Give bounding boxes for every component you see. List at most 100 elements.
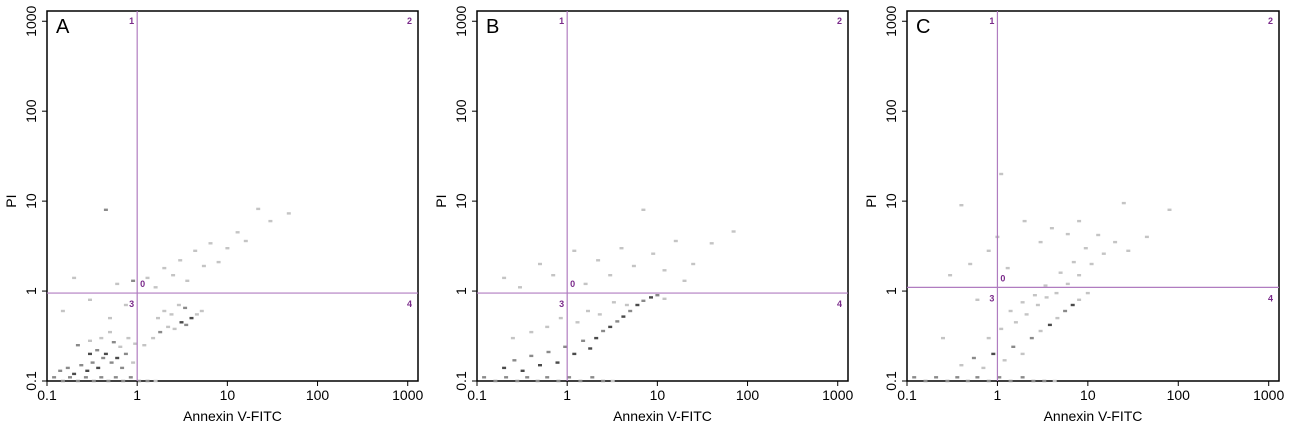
data-point <box>1113 240 1118 244</box>
data-point <box>624 303 629 307</box>
data-point <box>515 379 520 383</box>
data-point <box>88 339 92 342</box>
x-axis-label: Annexin V-FITC <box>613 408 712 424</box>
data-points <box>482 208 736 383</box>
data-point <box>99 336 104 340</box>
data-point <box>572 249 577 252</box>
data-point <box>101 356 106 360</box>
x-tick-label: 10 <box>1080 387 1096 403</box>
data-point <box>588 347 593 350</box>
y-tick-label: 0.1 <box>23 371 39 391</box>
data-point <box>58 369 63 372</box>
quadrant-label-3: 3 <box>559 299 564 309</box>
data-point <box>628 309 633 313</box>
data-point <box>556 379 561 383</box>
data-point <box>482 376 487 379</box>
y-axis-label: PI <box>433 195 449 208</box>
data-point <box>1058 271 1063 274</box>
data-point <box>99 376 104 379</box>
data-point <box>1054 291 1059 295</box>
data-point <box>535 379 540 383</box>
data-point <box>1089 262 1094 266</box>
data-point <box>512 359 517 362</box>
data-point <box>268 219 273 223</box>
data-point <box>131 279 136 282</box>
plot-frame <box>476 10 849 382</box>
data-point <box>997 376 1002 379</box>
data-point <box>75 344 80 347</box>
data-points <box>52 207 291 383</box>
data-point <box>158 330 163 334</box>
data-point <box>1144 235 1149 239</box>
data-point <box>971 356 976 360</box>
x-tick-label: 100 <box>1167 387 1191 403</box>
data-point <box>111 341 116 344</box>
data-point <box>615 320 620 323</box>
data-point <box>1083 247 1088 250</box>
x-tick-label: 10 <box>650 387 666 403</box>
data-point <box>1121 201 1126 205</box>
x-tick-label: 1 <box>133 387 141 403</box>
data-point <box>608 274 613 277</box>
y-tick-label: 0.1 <box>883 371 899 391</box>
x-tick-label: 1 <box>994 387 1002 403</box>
data-point <box>662 269 667 272</box>
data-point <box>551 274 556 277</box>
quadrant-label-2: 2 <box>407 16 412 26</box>
y-tick-label: 1000 <box>453 5 469 36</box>
data-point <box>601 379 606 383</box>
data-point <box>518 286 522 289</box>
y-tick-label: 1000 <box>23 5 39 36</box>
data-point <box>72 372 77 376</box>
data-point <box>103 208 108 211</box>
data-point <box>88 352 92 356</box>
data-point <box>179 321 184 324</box>
quadrant-label-1: 1 <box>989 16 994 26</box>
data-point <box>1085 291 1090 295</box>
data-point <box>162 266 167 270</box>
quadrant-label-4: 4 <box>1268 293 1273 303</box>
data-point <box>968 262 973 266</box>
data-point <box>493 379 498 383</box>
data-point <box>641 299 646 302</box>
data-point <box>113 376 118 379</box>
data-point <box>1038 240 1043 244</box>
data-point <box>183 306 188 310</box>
y-axis-label: PI <box>3 195 19 208</box>
data-point <box>106 379 111 383</box>
data-point <box>1031 379 1036 383</box>
quadrant-label-2: 2 <box>1268 16 1273 26</box>
data-point <box>581 339 586 342</box>
data-point <box>578 379 583 383</box>
data-point <box>118 345 123 348</box>
data-point <box>178 259 183 262</box>
data-point <box>923 379 928 383</box>
x-tick-label: 0.1 <box>467 387 487 403</box>
data-point <box>986 249 991 252</box>
data-point <box>529 354 534 358</box>
quadrant-label-1: 1 <box>559 16 564 26</box>
data-point <box>60 309 65 313</box>
x-tick-label: 0.1 <box>897 387 917 403</box>
data-point <box>109 361 114 364</box>
y-tick-label: 100 <box>883 99 899 123</box>
x-axis-label: Annexin V-FITC <box>1044 408 1143 424</box>
panel-c: 1 2 3 4 0 C 0.1 1 10 100 1000 0.1 1 10 100 1000 Annexin … <box>863 5 1284 424</box>
data-point <box>999 172 1004 176</box>
data-point <box>1029 336 1034 340</box>
data-point <box>1011 345 1016 348</box>
data-point <box>194 313 199 316</box>
panel-b: 1 2 3 4 0 B 0.1 1 10 100 1000 0.1 1 10 100 1000 Annexin … <box>433 5 854 424</box>
data-point <box>538 262 542 266</box>
data-point <box>1063 309 1068 313</box>
data-point <box>1101 252 1106 255</box>
data-point <box>235 231 240 234</box>
data-point <box>95 349 100 352</box>
data-point <box>502 366 507 370</box>
panel-letter: C <box>916 16 930 38</box>
data-point <box>1077 219 1082 223</box>
data-point <box>166 325 171 329</box>
y-tick-label: 100 <box>23 99 39 123</box>
quadrant-label-4: 4 <box>407 299 412 309</box>
data-point <box>1032 294 1037 297</box>
